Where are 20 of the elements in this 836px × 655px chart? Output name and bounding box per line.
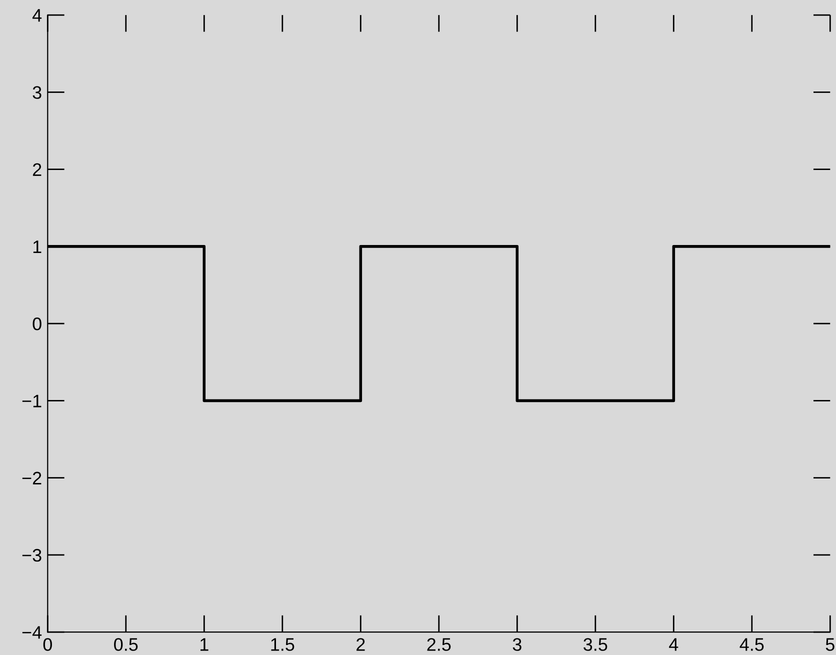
y-tick-label: −2 — [22, 472, 42, 484]
x-tick-label: 2 — [356, 638, 365, 651]
y-tick-label: −4 — [22, 626, 42, 639]
x-tick-label: 0.5 — [114, 638, 138, 651]
y-tick-label: 3 — [32, 86, 42, 99]
y-tick-label: −3 — [22, 548, 42, 562]
x-tick-label: 3.5 — [584, 638, 608, 651]
y-tick-label: 0 — [32, 318, 42, 330]
x-tick-label: 2.5 — [427, 638, 451, 651]
y-tick-label: 4 — [32, 9, 42, 22]
y-tick-label: 2 — [32, 163, 42, 176]
x-tick-label: 1.5 — [271, 638, 294, 651]
x-tick-label: 1 — [200, 638, 208, 651]
x-tick-label: 3 — [512, 638, 522, 651]
y-tick-label: 1 — [33, 240, 42, 253]
x-tick-label: 5 — [826, 638, 834, 651]
y-tick-label: −1 — [22, 394, 42, 408]
x-tick-label: 0 — [43, 638, 52, 651]
x-tick-label: 4.5 — [740, 638, 764, 651]
x-tick-label: 4 — [669, 638, 678, 651]
